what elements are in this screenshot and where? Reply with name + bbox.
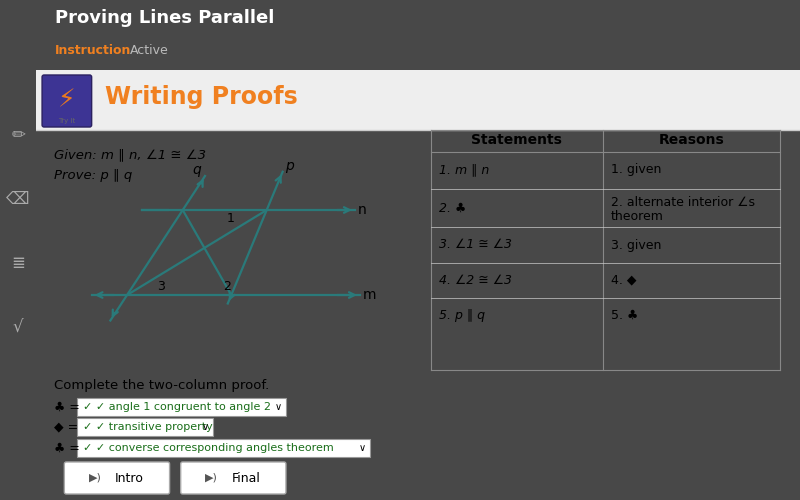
Text: 3. given: 3. given	[610, 238, 661, 252]
Text: ▶): ▶)	[205, 473, 218, 483]
FancyBboxPatch shape	[78, 398, 286, 416]
Text: ✏: ✏	[11, 126, 25, 144]
Text: Try It: Try It	[58, 118, 75, 124]
Text: 2: 2	[223, 280, 231, 293]
Text: 1. m ∥ n: 1. m ∥ n	[438, 164, 489, 176]
Text: 4. ∠2 ≅ ∠3: 4. ∠2 ≅ ∠3	[438, 274, 512, 286]
Text: Instruction: Instruction	[55, 44, 131, 57]
Text: 5. ♣: 5. ♣	[610, 308, 638, 322]
Text: Reasons: Reasons	[658, 133, 724, 147]
Text: ∨: ∨	[274, 402, 282, 412]
Text: 2. alternate interior ∠s: 2. alternate interior ∠s	[610, 196, 754, 208]
Text: 2. ♣: 2. ♣	[438, 202, 466, 214]
Text: √: √	[13, 319, 23, 337]
Text: 4. ◆: 4. ◆	[610, 274, 636, 286]
Text: Writing Proofs: Writing Proofs	[105, 85, 298, 109]
Text: ∨: ∨	[358, 443, 366, 453]
Text: Active: Active	[130, 44, 169, 57]
Text: Proving Lines Parallel: Proving Lines Parallel	[55, 9, 274, 27]
Text: ◆ =: ◆ =	[54, 420, 78, 434]
FancyBboxPatch shape	[181, 462, 286, 494]
Text: 1: 1	[226, 212, 234, 225]
Text: ≣: ≣	[11, 254, 25, 272]
Text: Prove: p ∥ q: Prove: p ∥ q	[54, 168, 133, 181]
Bar	[36, 70, 800, 130]
FancyBboxPatch shape	[42, 75, 92, 127]
Text: Complete the two-column proof.: Complete the two-column proof.	[54, 378, 270, 392]
Text: ✓ ✓ angle 1 congruent to angle 2: ✓ ✓ angle 1 congruent to angle 2	[82, 402, 270, 412]
Text: ✓ ✓ converse corresponding angles theorem: ✓ ✓ converse corresponding angles theore…	[82, 443, 334, 453]
Text: ✓ ✓ transitive property: ✓ ✓ transitive property	[82, 422, 212, 432]
FancyBboxPatch shape	[78, 439, 370, 457]
Text: Given: m ∥ n, ∠1 ≅ ∠3: Given: m ∥ n, ∠1 ≅ ∠3	[54, 148, 206, 162]
Text: theorem: theorem	[610, 210, 664, 222]
Text: ⌫: ⌫	[6, 190, 30, 208]
Text: Intro: Intro	[115, 472, 144, 484]
Text: 5. p ∥ q: 5. p ∥ q	[438, 308, 485, 322]
Text: ⚡: ⚡	[58, 88, 75, 112]
Text: Statements: Statements	[471, 133, 562, 147]
Text: m: m	[363, 288, 376, 302]
Text: 1. given: 1. given	[610, 164, 661, 176]
Text: 3. ∠1 ≅ ∠3: 3. ∠1 ≅ ∠3	[438, 238, 512, 252]
FancyBboxPatch shape	[64, 462, 170, 494]
Text: ▶): ▶)	[89, 473, 102, 483]
Text: ♣ =: ♣ =	[54, 442, 80, 454]
Text: p: p	[285, 159, 294, 173]
Text: q: q	[193, 163, 202, 177]
Text: n: n	[358, 203, 366, 217]
FancyBboxPatch shape	[78, 418, 214, 436]
Text: Final: Final	[231, 472, 260, 484]
Text: ∨: ∨	[202, 422, 210, 432]
Text: ♣ =: ♣ =	[54, 400, 80, 413]
Text: 3: 3	[158, 280, 166, 293]
